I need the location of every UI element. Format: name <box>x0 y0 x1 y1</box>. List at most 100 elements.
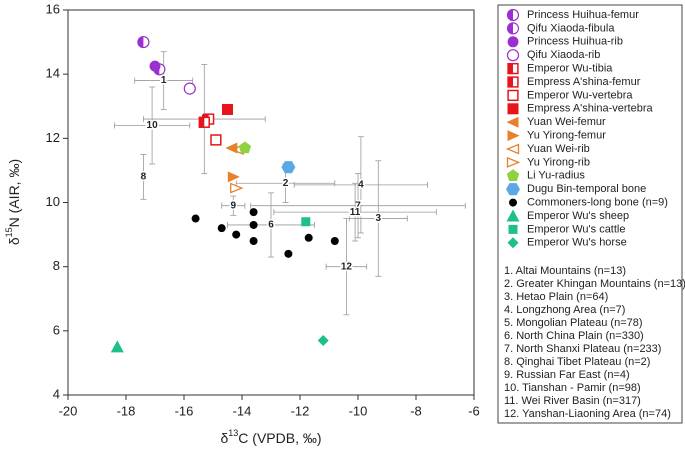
region-label: 2. Greater Khingan Mountains (n=13) <box>504 278 685 290</box>
marker-shape <box>222 103 233 115</box>
legend-label: Emperor Wu-tibia <box>527 63 613 75</box>
y-tick-label: 10 <box>46 194 60 209</box>
region-number: 10 <box>147 120 159 131</box>
marker-half <box>507 76 513 88</box>
region-label: 11. Wei River Basin (n=317) <box>504 395 641 407</box>
region-label: 7. North Shanxi Plateau (n=233) <box>504 343 661 355</box>
data-point <box>304 233 313 242</box>
data-point <box>249 208 258 217</box>
marker-shape <box>508 224 518 234</box>
x-tick-label: -18 <box>117 403 136 418</box>
legend-marker <box>507 62 519 75</box>
marker-shape <box>304 233 313 242</box>
data-point <box>222 103 233 115</box>
x-tick-label: -12 <box>291 403 310 418</box>
legend-label: Emperor Wu-vertebra <box>527 89 633 101</box>
legend-marker <box>507 76 519 88</box>
y-error-bar <box>375 160 382 277</box>
legend-label: Emperor Wu's horse <box>527 237 627 249</box>
legend-label: Emperor Wu's cattle <box>527 223 625 235</box>
marker-shape <box>210 134 222 146</box>
region-number: 1 <box>161 75 167 86</box>
data-point <box>198 116 210 128</box>
legend-marker <box>506 22 520 35</box>
region-label: 8. Qinghai Tibet Plateau (n=2) <box>504 356 650 368</box>
y-error-bar <box>230 195 237 216</box>
y-axis-label: δ15N (AIR, ‰) <box>4 159 21 245</box>
legend-label: Qifu Xiaoda-fibula <box>527 22 615 34</box>
legend-marker <box>509 198 517 207</box>
data-point <box>249 220 258 229</box>
legend-marker <box>507 130 520 142</box>
y-tick-label: 14 <box>46 66 60 81</box>
marker-shape <box>507 237 519 249</box>
data-point <box>183 82 196 95</box>
legend-marker <box>506 8 520 22</box>
legend-label: Commoners-long bone (n=9) <box>527 197 668 209</box>
y-label-part: δ <box>6 237 22 245</box>
region-number: 7 <box>355 200 361 211</box>
region-number: 2 <box>283 178 289 189</box>
data-point <box>227 171 240 183</box>
marker-half <box>507 9 513 21</box>
region-label: 5. Mongolian Plateau (n=78) <box>504 317 643 329</box>
x-tick-label: -10 <box>349 403 368 418</box>
data-point <box>137 35 150 49</box>
y-error-bar <box>149 86 156 165</box>
y-error-bar <box>268 192 274 258</box>
marker-shape <box>110 340 124 353</box>
data-point <box>191 214 200 223</box>
y-label-sup: 15 <box>4 227 14 237</box>
legend-label: Yuan Wei-rib <box>527 143 590 155</box>
x-axis-label: δ13C (VPDB, ‰) <box>220 428 321 445</box>
y-error-bar <box>140 153 147 200</box>
marker-shape <box>238 141 252 154</box>
data-point <box>232 230 241 239</box>
marker-shape <box>507 36 519 48</box>
region-label: 6. North China Plain (n=330) <box>504 330 644 342</box>
x-label-part: C (VPDB, ‰) <box>238 430 321 446</box>
marker-half <box>507 63 513 75</box>
y-tick-label: 16 <box>46 1 60 16</box>
region-number: 4 <box>358 179 364 190</box>
marker-shape <box>507 130 520 142</box>
region-number: 9 <box>231 200 237 211</box>
legend-label: Yuan Wei-femur <box>527 116 606 128</box>
marker-shape <box>230 182 244 194</box>
y-error-bar <box>343 218 350 316</box>
legend-marker <box>506 169 520 182</box>
legend-label: Yu Yirong-rib <box>527 156 590 168</box>
legend-marker <box>507 103 519 115</box>
data-point <box>281 161 296 174</box>
marker-half <box>507 22 513 34</box>
y-error-bar <box>355 173 361 239</box>
data-point <box>210 134 222 146</box>
legend-label: Empress A'shina-femur <box>527 76 641 88</box>
data-point <box>217 224 226 233</box>
plot-frame <box>67 9 475 396</box>
legend-marker <box>506 209 520 222</box>
x-tick-label: -16 <box>175 403 194 418</box>
y-error-bar <box>357 136 364 234</box>
marker-shape <box>507 103 519 115</box>
region-number: 11 <box>350 207 361 218</box>
data-point <box>330 237 339 245</box>
region-label: 10. Tianshan - Pamir (n=98) <box>504 382 641 394</box>
legend-marker <box>508 224 518 234</box>
y-label-part: N (AIR, ‰) <box>6 159 22 227</box>
y-error-bar <box>352 182 359 242</box>
marker-shape <box>149 60 161 72</box>
marker-shape <box>301 217 311 227</box>
x-tick-label: -8 <box>410 403 422 418</box>
region-label: 3. Hetao Plain (n=64) <box>504 291 608 303</box>
marker-shape <box>249 237 258 245</box>
marker-shape <box>284 249 293 258</box>
marker-shape <box>217 224 226 233</box>
x-label-part: δ <box>220 430 228 446</box>
marker-shape <box>183 82 196 95</box>
legend-label: Qifu Xiaoda-rib <box>527 49 600 61</box>
legend-label: Princess Huihua-femur <box>527 9 639 21</box>
marker-shape <box>330 237 339 245</box>
data-point <box>284 249 293 258</box>
